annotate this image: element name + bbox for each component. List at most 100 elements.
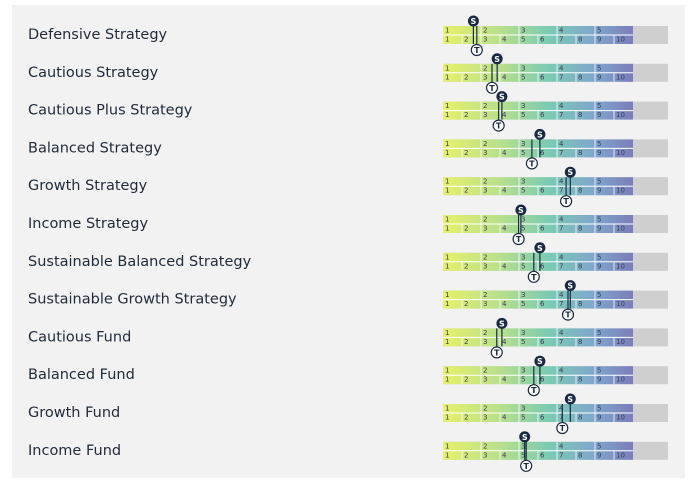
- scale-bottom-label: 5: [521, 149, 525, 157]
- scale-bottom-label: 2: [464, 187, 468, 195]
- scale-bottom-label: 9: [597, 36, 601, 44]
- scale-top-label: 3: [521, 367, 525, 375]
- scale-bottom-label: 2: [464, 300, 468, 308]
- scale-bottom-label: 1: [445, 338, 449, 346]
- scale-bottom-label: 5: [521, 300, 525, 308]
- scale-top-label: 4: [559, 367, 564, 375]
- scale-bottom-label: 1: [445, 36, 449, 44]
- scale-top-label: 3: [521, 291, 525, 299]
- scale-top-label: 1: [445, 102, 449, 110]
- scale-top-label: 4: [559, 140, 564, 148]
- scale-top-label: 5: [597, 102, 601, 110]
- scale-top-label: 3: [521, 64, 525, 72]
- scale-top-label: 4: [559, 253, 564, 261]
- scale-bottom-label: 7: [559, 300, 563, 308]
- scale-bottom-label: 2: [464, 111, 468, 119]
- s-marker: [519, 431, 531, 443]
- row-name: Income Fund: [28, 443, 121, 459]
- scale-top-label: 1: [445, 329, 449, 337]
- scale-bottom-label: 3: [483, 376, 487, 384]
- s-marker-label: S: [499, 319, 505, 328]
- scale-bottom-label: 7: [559, 187, 563, 195]
- scale-bottom-label: 10: [616, 73, 625, 81]
- scale-bottom-label: 4: [502, 414, 507, 422]
- scale-bottom-label: 3: [483, 262, 487, 270]
- scale-top-label: 4: [559, 178, 564, 186]
- scale-bottom-label: 4: [502, 36, 507, 44]
- scale-top-label: 5: [597, 367, 601, 375]
- scale-bottom-label: 3: [483, 338, 487, 346]
- scale-bottom-label: 1: [445, 225, 449, 233]
- scale-bottom-label: 6: [540, 149, 545, 157]
- scale-top-label: 2: [483, 140, 487, 148]
- scale-bottom-label: 1: [445, 73, 449, 81]
- s-marker: [564, 166, 576, 178]
- scale-bottom-label: 5: [521, 111, 525, 119]
- scale-bottom-label: 9: [597, 376, 601, 384]
- scale-top-label: 5: [597, 253, 601, 261]
- scale-bottom-label: 9: [597, 414, 601, 422]
- scale-bottom-label: 7: [559, 36, 563, 44]
- scale-bottom-label: 4: [502, 451, 507, 459]
- row-name: Cautious Fund: [28, 329, 131, 345]
- scale-bottom-label: 5: [521, 262, 525, 270]
- scale-bottom-label: 10: [616, 225, 625, 233]
- scale-bottom-label: 5: [521, 376, 525, 384]
- scale-bottom-label: 4: [502, 376, 507, 384]
- scale-bottom-label: 10: [616, 36, 625, 44]
- scale-top-label: 1: [445, 291, 449, 299]
- scale-top-label: 2: [483, 216, 487, 224]
- t-marker: [512, 232, 525, 246]
- s-marker-label: S: [522, 433, 528, 442]
- scale-bottom-label: 7: [559, 225, 563, 233]
- scale-bottom-label: 1: [445, 262, 449, 270]
- scale-top-label: 4: [559, 216, 564, 224]
- scale-bottom-label: 8: [578, 300, 582, 308]
- scale-top-label: 3: [521, 27, 525, 35]
- scale-bottom-label: 6: [540, 225, 545, 233]
- scale-top-label: 1: [445, 27, 449, 35]
- scale-top-label: 3: [521, 178, 525, 186]
- scale-bottom-label: 3: [483, 187, 487, 195]
- s-marker-label: S: [471, 17, 477, 26]
- scale-bottom-label: 8: [578, 225, 582, 233]
- scale-top-label: 5: [597, 27, 601, 35]
- scale-top-label: 2: [483, 27, 487, 35]
- scale-top-label: 1: [445, 442, 449, 450]
- scale-bottom-label: 2: [464, 149, 468, 157]
- s-marker-label: S: [567, 282, 573, 291]
- scale-bottom-label: 4: [502, 300, 507, 308]
- scale-top-label: 2: [483, 442, 487, 450]
- scale-bottom-label: 3: [483, 36, 487, 44]
- t-marker-label: T: [531, 273, 537, 282]
- scale-bottom-label: 6: [540, 451, 545, 459]
- scale-bottom-label: 10: [616, 187, 625, 195]
- t-marker-label: T: [529, 159, 535, 168]
- scale-bottom-label: 1: [445, 451, 449, 459]
- scale-bottom-label: 7: [559, 451, 563, 459]
- scale-bottom-label: 8: [578, 338, 582, 346]
- t-marker-label: T: [563, 197, 569, 206]
- scale-bottom-label: 9: [597, 451, 601, 459]
- row-name: Growth Fund: [28, 405, 120, 421]
- scale-bottom-label: 4: [502, 73, 507, 81]
- scale-bottom-label: 5: [521, 36, 525, 44]
- scale-top-label: 4: [559, 102, 564, 110]
- scale-top-label: 4: [559, 405, 564, 413]
- t-marker: [485, 81, 499, 94]
- row: Sustainable Balanced Strategy 1 2 3 4 51 2 3 4 5 6…: [28, 242, 668, 283]
- scale-bottom-label: 8: [578, 36, 582, 44]
- scale-bottom-label: 1: [445, 149, 449, 157]
- scale-bottom-label: 8: [578, 451, 582, 459]
- scale-bottom-label: 10: [616, 300, 625, 308]
- s-marker: [534, 355, 546, 367]
- row: Sustainable Growth Strategy 1 2 3 4 51 2 3 4 5 6 7 8…: [28, 280, 668, 321]
- s-marker: [467, 15, 479, 27]
- row-name: Growth Strategy: [28, 178, 148, 194]
- scale-top-label: 4: [559, 64, 564, 72]
